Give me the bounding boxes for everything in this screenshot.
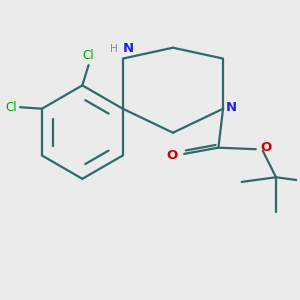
Text: O: O <box>167 149 178 162</box>
Text: O: O <box>260 141 272 154</box>
Text: H: H <box>110 44 117 54</box>
Text: Cl: Cl <box>83 49 94 62</box>
Text: N: N <box>226 101 237 114</box>
Text: N: N <box>123 43 134 56</box>
Text: Cl: Cl <box>5 101 17 114</box>
